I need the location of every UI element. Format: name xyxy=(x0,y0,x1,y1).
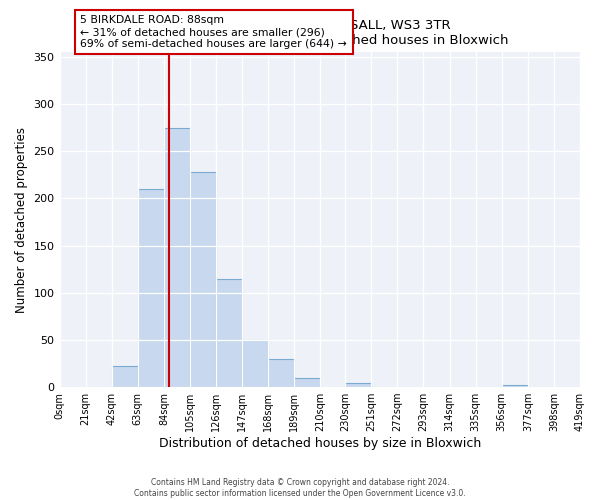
Bar xyxy=(242,340,268,387)
Bar xyxy=(138,189,164,387)
Text: 5 BIRKDALE ROAD: 88sqm
← 31% of detached houses are smaller (296)
69% of semi-de: 5 BIRKDALE ROAD: 88sqm ← 31% of detached… xyxy=(80,16,347,48)
Bar xyxy=(295,378,320,387)
Y-axis label: Number of detached properties: Number of detached properties xyxy=(15,126,28,312)
Bar xyxy=(216,278,242,387)
Text: Contains HM Land Registry data © Crown copyright and database right 2024.
Contai: Contains HM Land Registry data © Crown c… xyxy=(134,478,466,498)
Bar xyxy=(164,128,190,387)
Bar xyxy=(190,172,216,387)
Title: 5, BIRKDALE ROAD, WALSALL, WS3 3TR
Size of property relative to detached houses : 5, BIRKDALE ROAD, WALSALL, WS3 3TR Size … xyxy=(131,18,508,46)
Bar xyxy=(502,385,528,387)
X-axis label: Distribution of detached houses by size in Bloxwich: Distribution of detached houses by size … xyxy=(158,437,481,450)
Bar xyxy=(268,359,295,387)
Bar xyxy=(345,384,371,387)
Bar xyxy=(112,366,138,387)
